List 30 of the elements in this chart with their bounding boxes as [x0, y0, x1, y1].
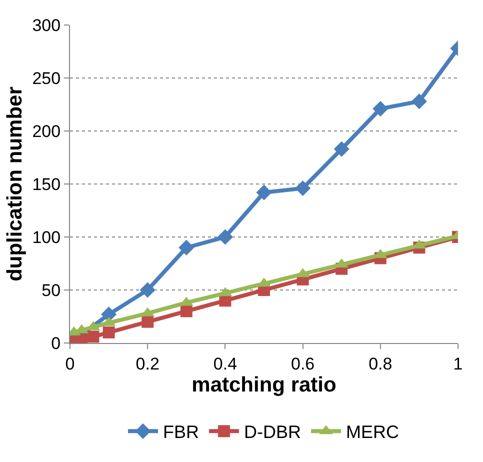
- legend-label: MERC: [346, 422, 399, 442]
- legend-label: FBR: [163, 422, 199, 442]
- legend-label: D-DBR: [244, 422, 301, 442]
- x-tick-label: 0: [65, 354, 75, 374]
- point: [140, 282, 156, 298]
- point: [180, 305, 192, 318]
- x-tick-label: 0.6: [290, 354, 315, 374]
- point: [295, 180, 311, 196]
- y-tick-label: 250: [32, 68, 61, 88]
- y-tick-label: 300: [32, 16, 61, 35]
- y-tick-label: 200: [32, 122, 61, 141]
- point: [411, 94, 427, 110]
- x-axis-title: matching ratio: [192, 374, 336, 397]
- y-axis-title: duplication number: [3, 86, 26, 282]
- x-tick-label: 1: [453, 354, 463, 374]
- point: [87, 330, 100, 343]
- point: [178, 240, 194, 256]
- y-tick-label: 150: [32, 174, 61, 194]
- x-tick-label: 0.4: [213, 354, 238, 374]
- x-tick-label: 0.2: [136, 354, 160, 374]
- point: [334, 141, 350, 157]
- y-tick-label: 0: [51, 334, 61, 353]
- point: [256, 184, 272, 200]
- point: [372, 100, 388, 117]
- y-tick-label: 100: [32, 228, 61, 247]
- point: [102, 326, 115, 338]
- x-tick-label: 0.8: [368, 354, 392, 374]
- point: [217, 229, 233, 245]
- y-tick-label: 50: [42, 280, 61, 300]
- point: [142, 316, 154, 328]
